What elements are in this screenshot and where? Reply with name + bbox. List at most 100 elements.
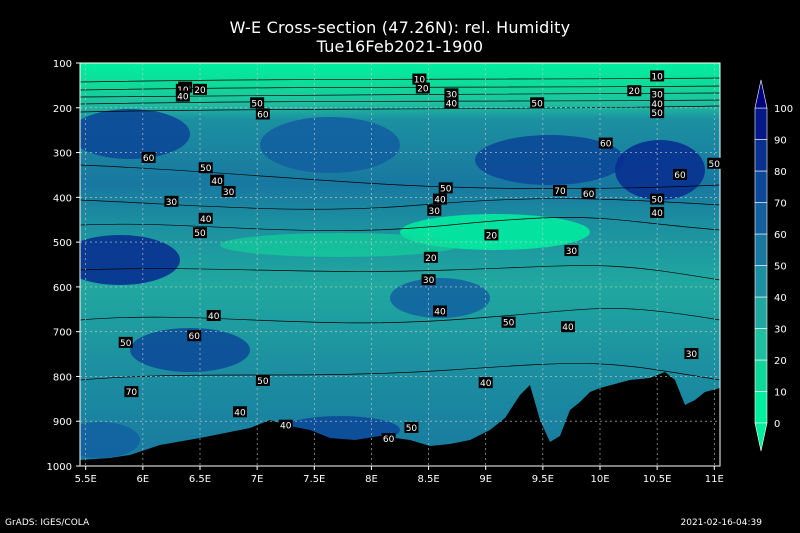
contour-label-bg [598,137,613,149]
contour-label-bg [175,83,190,95]
colorbar-segment [754,139,768,172]
x-tick-label: 10E [590,474,609,485]
contour-label: 40 [651,209,663,219]
contour-label-bg [650,98,665,110]
colorbar-segment [754,170,768,203]
contour-label-bg [553,185,567,197]
contour-label-bg [415,82,430,94]
x-tick-label: 8E [365,474,378,485]
humid-cell-2 [260,117,400,173]
contour-label-bg [627,85,642,97]
contour-label-bg [421,274,436,286]
contour-label: 10 [414,76,426,86]
contour-label: 50 [651,109,663,119]
contour-label: 40 [234,408,246,418]
dry-band-2 [220,233,460,257]
contour-label: 40 [434,308,446,318]
humid-cell-1 [80,109,190,159]
humid-cell-7 [130,328,250,372]
contour-label: 40 [280,422,292,432]
contour-label-bg [501,316,516,328]
contour-label-bg [484,229,499,241]
contour-label-bg [650,207,665,219]
contour-label-bg [206,309,221,321]
colorbar-segment [754,107,768,140]
contour-label-bg [404,421,419,433]
x-axis: 5.5E 6E 6.5E 7E 7.5E 8E 8.5E 9E 9.5E 10E 10.5E 11E [75,466,724,485]
y-axis: 100 200 300 400 500 600 700 800 900 1000 [47,59,80,473]
y-tick-label: 300 [53,149,72,160]
contour-label: 50 [503,319,515,329]
colorbar-segment [754,233,768,266]
y-tick-label: 500 [53,238,72,249]
x-tick-label: 6.5E [189,474,211,485]
y-tick-label: 600 [53,283,72,294]
contour-label-bg [193,83,207,95]
x-tick-label: 9.5E [532,474,554,485]
contour-label-bg [581,187,596,199]
plot-frame [79,62,721,467]
y-tick-label: 200 [53,104,72,115]
contour-label: 60 [189,332,201,342]
colorbar-label: 70 [774,199,787,210]
colorbar-label: 50 [774,262,787,273]
colorbar-label: 80 [774,167,787,178]
contour-label-bg [650,107,665,119]
grid [80,63,720,466]
contour-label: 40 [651,100,663,110]
contour-label-bg [164,195,179,207]
contour-label: 30 [223,188,235,198]
contour-label: 40 [480,379,492,389]
contour-label: 60 [600,140,612,150]
contour-label-bg [198,162,213,174]
contour-label: 60 [257,110,269,120]
contour-label-bg [478,377,493,389]
contour-label-bg [198,212,213,224]
footer-credit: GrADS: IGES/COLA [5,518,90,528]
contour-label: 50 [406,424,418,434]
terrain [80,372,720,466]
contour-label: 70 [554,187,566,197]
contour-label: 20 [425,254,437,264]
contour-label: 20 [417,85,429,95]
humid-cell-5 [80,235,180,285]
contour-label: 30 [566,247,578,257]
contour-label: 50 [200,164,212,174]
y-tick-label: 1000 [47,462,72,473]
colorbar-segment [754,296,768,329]
contour-label: 40 [562,323,574,333]
contour-label-bg [650,70,665,82]
contour-label: 30 [429,207,441,217]
chart-subtitle: Tue16Feb2021-1900 [316,37,484,56]
contour-label: 60 [583,190,595,200]
colorbar-label: 40 [774,293,787,304]
contour-label-bg [433,305,447,317]
contour-label-bg [673,168,687,180]
colorbar: 0 10 20 30 40 50 60 70 80 90 100 [754,79,793,452]
colorbar-segment [754,391,768,424]
contour-label: 60 [383,435,395,445]
contour-label-bg [141,151,156,163]
contour-label-bg [433,193,447,205]
colorbar-top-arrow [754,79,768,109]
y-tick-label: 400 [53,193,72,204]
colorbar-label: 30 [774,325,787,336]
contour-label: 20 [486,231,498,241]
x-tick-label: 6E [137,474,150,485]
colorbar-label: 0 [774,419,780,430]
contour-label-bg [250,97,265,109]
colorbar-label: 20 [774,356,787,367]
contour-label-bg [444,97,459,109]
contour-label-bg [255,108,270,120]
contour-label-bg [423,251,438,263]
humid-cell-9 [80,422,140,458]
footer-timestamp: 2021-02-16-04:39 [680,518,763,528]
colorbar-segment [754,202,768,235]
contour-label: 50 [257,377,269,387]
contour-label: 30 [651,90,663,100]
contour-label-bg [118,336,133,348]
x-tick-label: 8.5E [417,474,439,485]
contour-label-bg [210,174,225,186]
humid-cell-3 [475,135,625,185]
contour-label-bg [124,386,139,398]
